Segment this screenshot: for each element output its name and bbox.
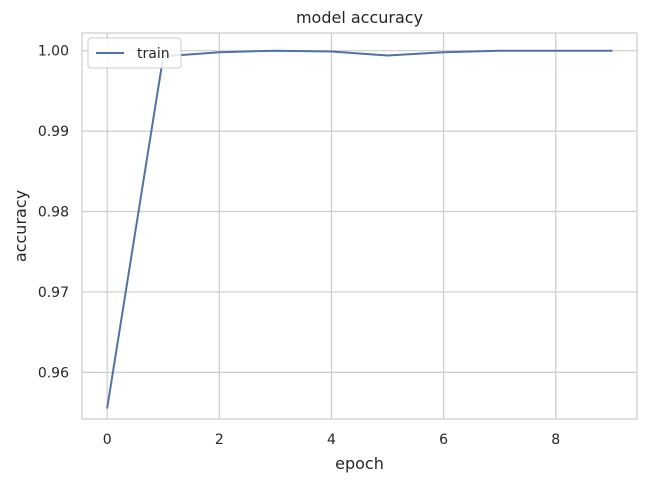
- series-line-train: [106, 49, 613, 409]
- x-tick-label: 8: [551, 432, 560, 448]
- y-tick-label: 0.97: [38, 285, 69, 301]
- legend: train: [87, 37, 182, 69]
- x-axis-label: epoch: [335, 454, 384, 473]
- y-tick-label: 1.00: [38, 44, 69, 60]
- grid-lines: [82, 33, 637, 419]
- x-axis-ticks: 0 2 4 6 8: [103, 432, 560, 448]
- y-tick-label: 0.99: [38, 124, 69, 140]
- y-tick-label: 0.96: [38, 365, 69, 381]
- x-tick-label: 0: [103, 432, 112, 448]
- x-tick-label: 4: [327, 432, 336, 448]
- chart-title: model accuracy: [296, 8, 423, 27]
- x-tick-label: 6: [439, 432, 448, 448]
- y-axis-ticks: 0.96 0.97 0.98 0.99 1.00: [38, 44, 69, 382]
- legend-box: [87, 37, 182, 69]
- y-axis-label: accuracy: [11, 190, 30, 262]
- x-tick-label: 2: [215, 432, 224, 448]
- y-tick-label: 0.98: [38, 205, 69, 221]
- plot-frame: [81, 32, 638, 420]
- series-layer: [106, 49, 613, 409]
- legend-label-train: train: [137, 46, 170, 62]
